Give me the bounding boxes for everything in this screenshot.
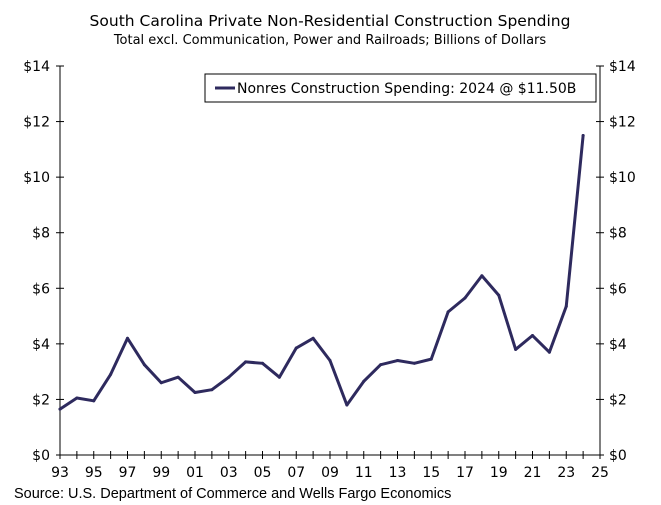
- data-point: [126, 336, 129, 340]
- x-tick-label: 99: [152, 465, 170, 481]
- series-line: [58, 133, 585, 411]
- data-point: [547, 350, 551, 354]
- data-point: [362, 379, 366, 383]
- x-tick-label: 01: [186, 465, 204, 481]
- data-point: [75, 396, 79, 400]
- y-tick-label-left: $10: [23, 170, 50, 186]
- x-tick-label: 25: [591, 465, 609, 481]
- data-point: [429, 357, 433, 361]
- data-point: [142, 363, 146, 367]
- y-tick-label-right: $10: [609, 170, 636, 186]
- data-point: [463, 296, 467, 300]
- y-tick-label-right: $2: [609, 392, 627, 408]
- data-point: [446, 310, 450, 314]
- y-tick-label-right: $8: [609, 226, 627, 242]
- source-note: Source: U.S. Department of Commerce and …: [14, 486, 452, 502]
- data-point: [345, 403, 349, 407]
- x-tick-label: 09: [321, 465, 339, 481]
- x-tick-label: 15: [422, 465, 440, 481]
- data-point: [159, 381, 163, 385]
- y-tick-label-right: $6: [609, 281, 627, 297]
- y-tick-labels-left: $0 $2 $4 $6 $8 $10 $12 $14: [23, 59, 50, 464]
- x-tick-label: 17: [456, 465, 474, 481]
- x-tick-label: 13: [389, 465, 407, 481]
- data-point: [497, 293, 501, 297]
- data-point: [193, 390, 197, 394]
- y-tick-label-right: $14: [609, 59, 636, 75]
- legend: Nonres Construction Spending: 2024 @ $11…: [204, 73, 597, 103]
- data-point: [244, 360, 248, 364]
- axes: [56, 65, 604, 459]
- x-tick-label: 95: [85, 465, 103, 481]
- data-point: [480, 274, 484, 278]
- data-point: [227, 375, 231, 379]
- x-tick-label: 93: [51, 465, 69, 481]
- chart-subtitle: Total excl. Communication, Power and Rai…: [113, 33, 547, 48]
- y-tick-label-left: $0: [32, 448, 50, 464]
- legend-box: [204, 73, 597, 103]
- x-tick-label: 05: [254, 465, 272, 481]
- data-point: [176, 375, 180, 379]
- series-group: [58, 133, 585, 411]
- x-tick-label: 11: [355, 465, 373, 481]
- legend-label: Nonres Construction Spending: 2024 @ $11…: [237, 81, 576, 97]
- y-tick-label-left: $14: [23, 59, 50, 75]
- x-tick-label: 23: [557, 465, 575, 481]
- data-point: [412, 361, 416, 365]
- data-point: [277, 375, 281, 379]
- x-tick-label: 21: [524, 465, 542, 481]
- x-tick-label: 03: [220, 465, 238, 481]
- y-tick-label-right: $12: [609, 115, 636, 131]
- data-point: [109, 372, 113, 376]
- data-point: [311, 336, 315, 340]
- data-point: [564, 304, 568, 308]
- data-point: [514, 347, 518, 351]
- y-tick-label-right: $0: [609, 448, 627, 464]
- data-point: [92, 399, 96, 403]
- y-tick-labels-right: $0 $2 $4 $6 $8 $10 $12 $14: [609, 59, 636, 464]
- x-tick-label: 19: [490, 465, 508, 481]
- data-point: [581, 133, 585, 137]
- data-point: [294, 346, 298, 350]
- data-point: [58, 407, 62, 411]
- data-point: [328, 359, 332, 363]
- data-point: [531, 334, 534, 338]
- y-tick-label-left: $8: [32, 226, 50, 242]
- data-point: [210, 388, 214, 392]
- x-tick-labels: 93 95 97 99 01 03 05 07 09 11 13 15 17 19 21 23 25: [51, 465, 609, 481]
- data-point: [379, 363, 383, 367]
- y-tick-label-left: $2: [32, 392, 50, 408]
- y-tick-label-left: $4: [32, 337, 50, 353]
- x-tick-label: 97: [119, 465, 137, 481]
- x-tick-label: 07: [287, 465, 305, 481]
- y-tick-label-left: $6: [32, 281, 50, 297]
- data-point: [261, 361, 264, 365]
- data-point: [396, 359, 399, 363]
- chart-title: South Carolina Private Non-Residential C…: [90, 12, 571, 30]
- y-tick-label-right: $4: [609, 337, 627, 353]
- y-tick-label-left: $12: [23, 115, 50, 131]
